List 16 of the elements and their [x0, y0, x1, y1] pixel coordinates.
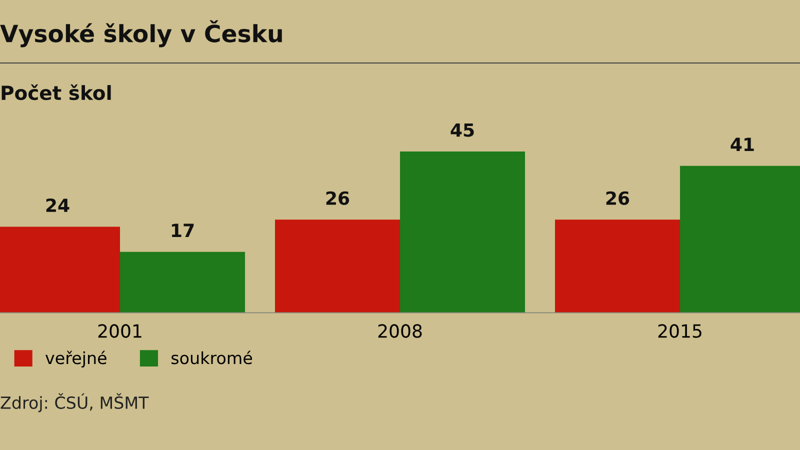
- bar: [275, 220, 400, 313]
- data-label: 24: [46, 198, 70, 212]
- chart-subtitle: Počet škol: [2, 84, 111, 100]
- data-label: 26: [606, 191, 630, 205]
- legend-label: veřejné: [45, 350, 106, 368]
- x-tick-label: 2001: [98, 324, 142, 338]
- x-tick-label: 2015: [658, 324, 702, 338]
- chart-title: Vysoké školy v Česku: [0, 20, 282, 48]
- data-label: 45: [450, 123, 474, 137]
- bar: [400, 152, 525, 313]
- text: Zdroj: ČSÚ, MŠMT: [0, 393, 149, 412]
- legend-label: soukromé: [172, 350, 252, 364]
- x-tick-label: 2008: [378, 324, 422, 338]
- data-label: 26: [326, 191, 350, 205]
- data-label: 41: [730, 138, 754, 151]
- data-label: 17: [172, 224, 194, 237]
